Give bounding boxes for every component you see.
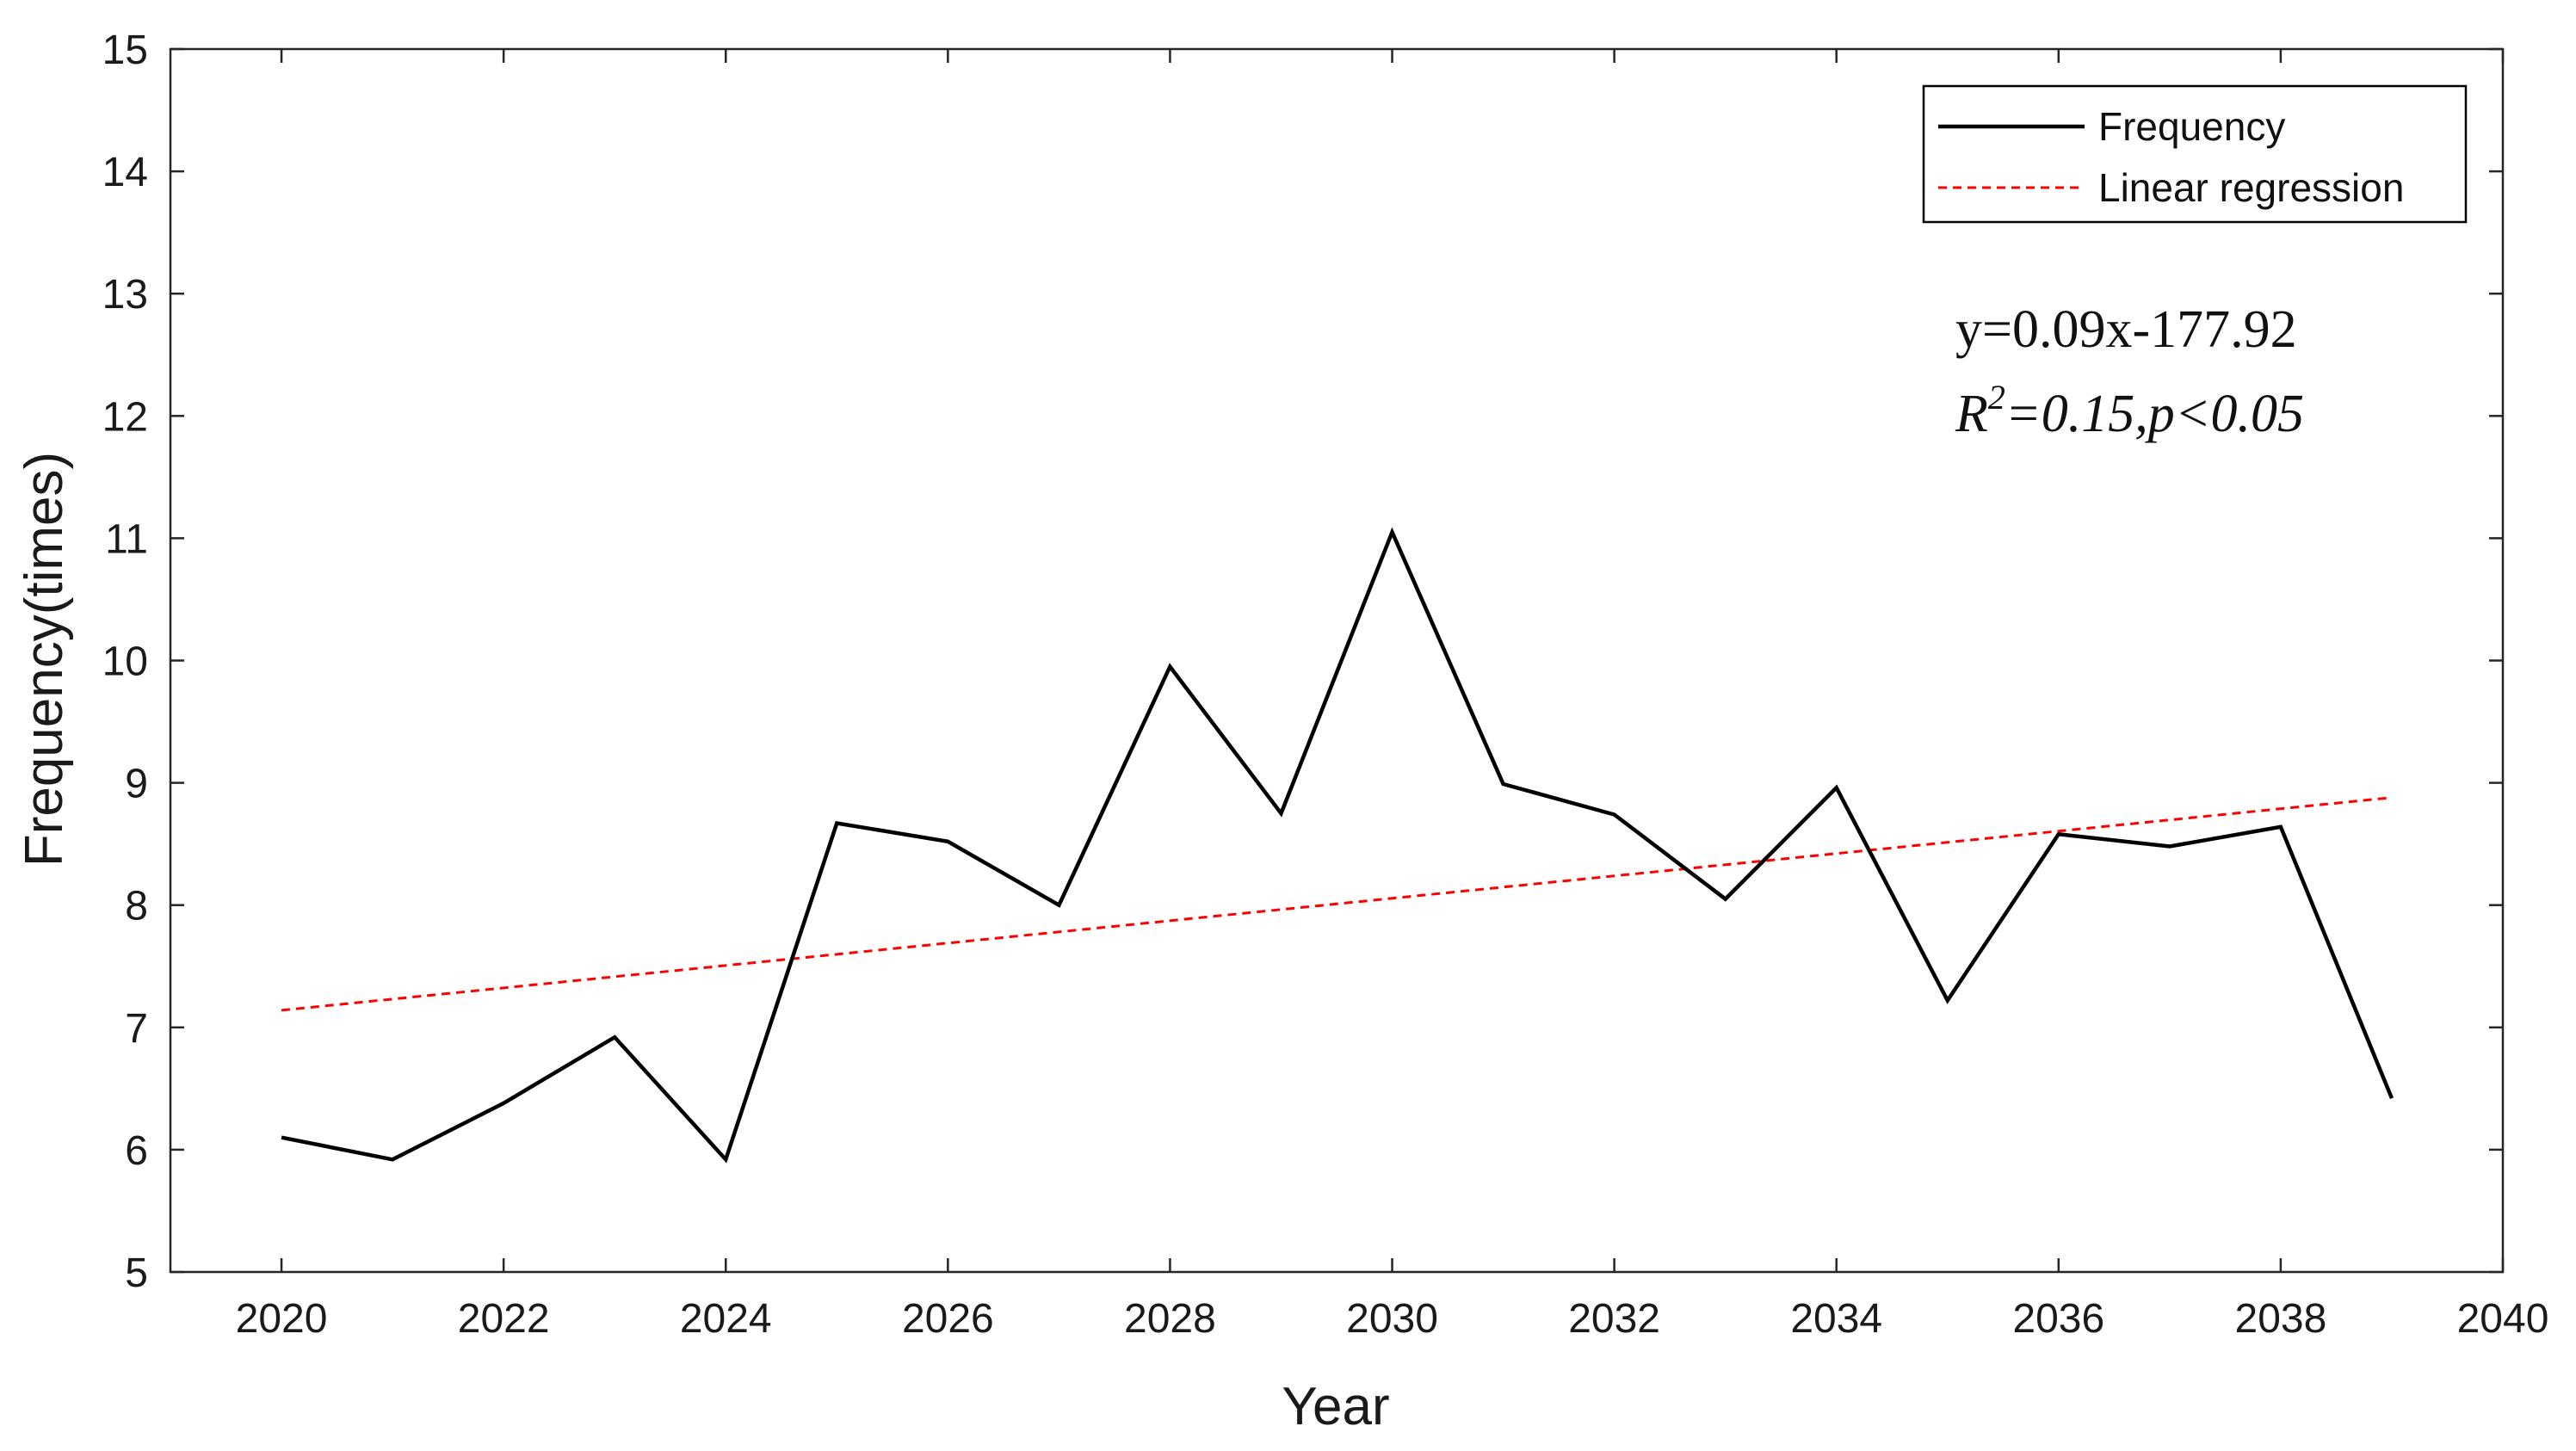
- x-tick-label-2030: 2030: [1346, 1296, 1438, 1342]
- y-tick-label-6: 6: [125, 1128, 148, 1174]
- regression-equation: y=0.09x-177.92: [1955, 300, 2297, 359]
- tick-labels: 2020 2022 2024 2026 2028 2030 2032 2034 2036 2038…: [102, 28, 2549, 1342]
- y-tick-label-11: 11: [105, 516, 148, 562]
- r2-symbol: R: [1955, 385, 1988, 443]
- legend-regression-label: Linear regression: [2098, 165, 2404, 210]
- series-line-frequency: [281, 527, 2394, 1164]
- y-axis-title: Frequency(times): [15, 452, 74, 867]
- legend-box: [1922, 84, 2468, 224]
- series-line-linear-regression: [281, 796, 2393, 1012]
- y-tick-label-12: 12: [102, 394, 148, 440]
- x-tick-label-2036: 2036: [2012, 1296, 2104, 1342]
- x-tick-label-2028: 2028: [1124, 1296, 1216, 1342]
- x-tick-label-2020: 2020: [236, 1296, 328, 1342]
- r2-value: =0.15,p<0.05: [2005, 385, 2304, 443]
- y-tick-label-14: 14: [102, 150, 148, 195]
- x-axis-title: Year: [1282, 1377, 1389, 1436]
- y-tick-label-5: 5: [125, 1250, 148, 1296]
- x-tick-label-2038: 2038: [2235, 1296, 2327, 1342]
- y-tick-label-9: 9: [125, 762, 148, 807]
- y-tick-label-13: 13: [102, 272, 148, 318]
- axis-ticks: [170, 47, 2505, 1274]
- y-tick-label-8: 8: [125, 884, 148, 929]
- x-tick-label-2022: 2022: [458, 1296, 550, 1342]
- y-tick-label-10: 10: [102, 639, 148, 685]
- x-tick-label-2024: 2024: [680, 1296, 772, 1342]
- x-tick-label-2040: 2040: [2457, 1296, 2549, 1342]
- r2-superscript: 2: [1988, 378, 2005, 417]
- legend: Frequency Linear regression: [1922, 84, 2468, 224]
- y-tick-label-7: 7: [125, 1006, 148, 1052]
- legend-frequency-label: Frequency: [2098, 104, 2285, 149]
- regression-stats: R2=0.15,p<0.05: [1955, 378, 2304, 443]
- series-layer: [281, 527, 2394, 1164]
- x-tick-label-2026: 2026: [902, 1296, 994, 1342]
- x-tick-label-2034: 2034: [1790, 1296, 1882, 1342]
- y-tick-label-15: 15: [102, 28, 148, 73]
- x-tick-label-2032: 2032: [1568, 1296, 1660, 1342]
